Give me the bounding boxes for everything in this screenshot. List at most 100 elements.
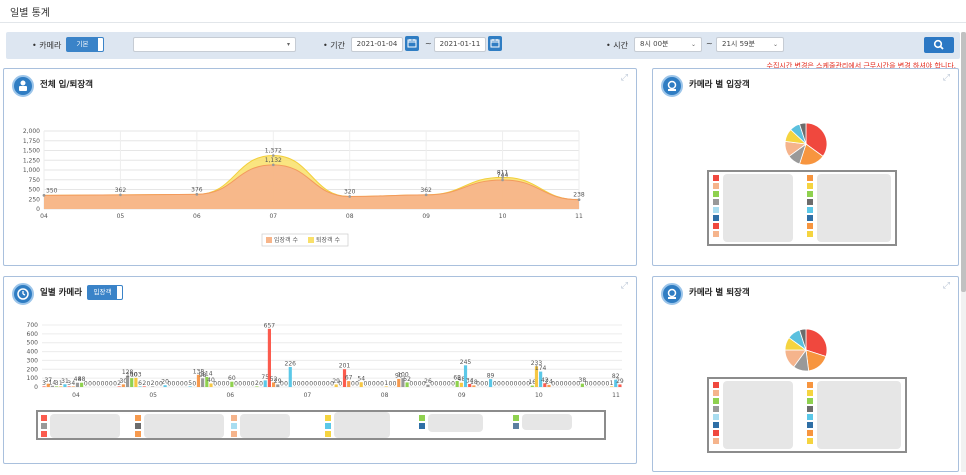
bar-value-label: 0 bbox=[247, 381, 251, 388]
data-label: 238 bbox=[573, 192, 585, 199]
bar-value-label: 0 bbox=[447, 381, 451, 388]
legend-swatch bbox=[135, 415, 141, 421]
bar bbox=[130, 378, 134, 387]
x-tick-label: 07 bbox=[269, 213, 277, 220]
bar-value-label: 0 bbox=[322, 381, 326, 388]
camera-entry-legend bbox=[707, 170, 897, 246]
bar-value-label: 0 bbox=[155, 381, 159, 388]
x-tick-label: 08 bbox=[346, 213, 354, 220]
data-label: 362 bbox=[420, 187, 432, 194]
bar-value-label: 0 bbox=[368, 381, 372, 388]
bar-value-label: 0 bbox=[259, 381, 263, 388]
bar-value-label: 0 bbox=[284, 381, 288, 388]
camera-select[interactable]: ▾ bbox=[133, 37, 296, 52]
bar-value-label: 6 bbox=[138, 380, 142, 387]
scrollbar-thumb[interactable] bbox=[961, 32, 966, 292]
legend-swatch bbox=[807, 406, 813, 412]
bar-value-label: 0 bbox=[576, 381, 580, 388]
expand-icon[interactable]: ⤢ bbox=[620, 73, 628, 83]
bar-value-label: 37 bbox=[44, 377, 52, 384]
bar-value-label: 54 bbox=[357, 376, 365, 383]
bar-value-label: 0 bbox=[226, 381, 230, 388]
bar-value-label: 42 bbox=[541, 377, 549, 384]
pie-slice bbox=[799, 328, 807, 351]
bar-value-label: 29 bbox=[616, 378, 624, 385]
expand-icon[interactable]: ⤢ bbox=[620, 281, 628, 291]
time-to-select[interactable]: 21시 59분 ⌄ bbox=[716, 37, 784, 52]
bar-value-label: 48 bbox=[78, 376, 86, 383]
bar-value-label: 138 bbox=[193, 368, 205, 375]
legend-swatch bbox=[807, 199, 813, 205]
expand-icon[interactable]: ⤢ bbox=[942, 73, 950, 83]
bar-value-label: 0 bbox=[242, 381, 246, 388]
legend-label: 입장객 수 bbox=[274, 236, 298, 244]
bar-value-label: 0 bbox=[88, 381, 92, 388]
bar-value-label: 233 bbox=[531, 360, 543, 367]
expand-icon[interactable]: ⤢ bbox=[942, 281, 950, 291]
bar bbox=[580, 383, 584, 387]
bar-value-label: 0 bbox=[372, 381, 376, 388]
legend-swatch bbox=[713, 175, 719, 181]
y-tick-label: 1,000 bbox=[23, 167, 40, 174]
bar-value-label: 0 bbox=[439, 381, 443, 388]
bar-value-label: 0 bbox=[172, 381, 176, 388]
legend-swatch bbox=[713, 215, 719, 221]
legend-label-blurred bbox=[144, 414, 224, 438]
date-from-input[interactable]: 2021-01-04 bbox=[351, 37, 403, 52]
x-tick-label: 06 bbox=[226, 392, 234, 399]
entry-exit-toggle[interactable]: 입장객 bbox=[87, 285, 123, 300]
camera-label: • 카메라 bbox=[32, 41, 62, 50]
bar bbox=[276, 384, 280, 387]
bar-value-label: 0 bbox=[376, 381, 380, 388]
bar-value-label: 0 bbox=[251, 381, 255, 388]
legend-swatch bbox=[807, 223, 813, 229]
bar-value-label: 0 bbox=[238, 381, 242, 388]
bar-value-label: 0 bbox=[505, 381, 509, 388]
bar-value-label: 38 bbox=[579, 377, 587, 384]
bar bbox=[142, 386, 146, 387]
bar bbox=[455, 380, 459, 387]
legend-swatch bbox=[807, 382, 813, 388]
chevron-down-icon: ⌄ bbox=[690, 41, 696, 48]
bar-value-label: 60 bbox=[228, 375, 236, 382]
calendar-icon[interactable] bbox=[405, 36, 419, 51]
legend-swatch bbox=[713, 438, 719, 444]
bar-value-label: 0 bbox=[418, 381, 422, 388]
bar bbox=[80, 382, 84, 387]
bar-value-label: 128 bbox=[122, 369, 134, 376]
bar-value-label: 0 bbox=[338, 381, 342, 388]
bar-value-label: 29 bbox=[274, 378, 282, 385]
legend-swatch bbox=[325, 431, 331, 437]
camera-mode-toggle[interactable]: 기본 bbox=[66, 37, 104, 52]
bar-value-label: 0 bbox=[330, 381, 334, 388]
legend-swatch bbox=[41, 431, 47, 437]
bar-value-label: 52 bbox=[403, 376, 411, 383]
legend-swatch bbox=[513, 415, 519, 421]
y-tick-label: 750 bbox=[29, 177, 41, 184]
search-icon bbox=[933, 39, 944, 50]
bar-value-label: 0 bbox=[451, 381, 455, 388]
daily-camera-panel: 일별 카메라 입장객 ⤢ 0 100 200 300 400 500 600 700 3 37 14… bbox=[3, 276, 637, 464]
time-from-value: 8시 00분 bbox=[640, 40, 669, 48]
search-button[interactable] bbox=[924, 37, 954, 53]
chevron-down-icon: ⌄ bbox=[772, 41, 778, 48]
legend-swatch bbox=[713, 430, 719, 436]
date-to-input[interactable]: 2021-01-11 bbox=[434, 37, 486, 52]
bar-value-label: 0 bbox=[351, 381, 355, 388]
time-from-select[interactable]: 8시 00분 ⌄ bbox=[634, 37, 702, 52]
legend-swatch bbox=[231, 423, 237, 429]
bar bbox=[534, 366, 539, 387]
calendar-icon[interactable] bbox=[488, 36, 502, 51]
y-tick-label: 600 bbox=[27, 331, 39, 338]
page-scrollbar[interactable] bbox=[961, 32, 966, 472]
bar bbox=[263, 380, 267, 387]
legend-swatch bbox=[807, 231, 813, 237]
pie-slice bbox=[805, 122, 828, 157]
bar bbox=[267, 328, 271, 387]
bar bbox=[397, 379, 401, 387]
data-label: 320 bbox=[344, 189, 356, 196]
camera-icon bbox=[661, 75, 683, 97]
time-label: • 시간 bbox=[606, 41, 628, 50]
bar-value-label: 0 bbox=[146, 381, 150, 388]
bar bbox=[209, 383, 213, 387]
